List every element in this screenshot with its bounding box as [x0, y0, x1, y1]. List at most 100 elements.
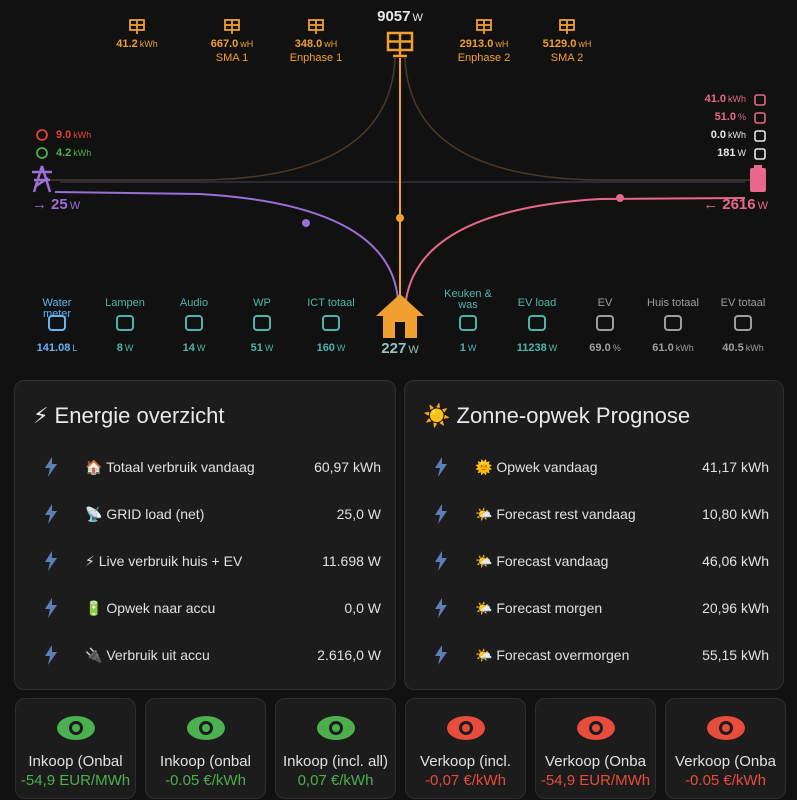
value: 69.0: [589, 342, 611, 354]
device-name: EV load: [517, 297, 557, 309]
action-button[interactable]: Verkoop (Onba -0.05 €/kWh: [665, 698, 786, 799]
row-label: 🔌 Verbruik uit accu: [85, 647, 210, 663]
value: 8: [116, 342, 123, 354]
device-name: Lampen: [105, 297, 145, 309]
value-group: 348.0 wH: [295, 38, 338, 50]
value-group: 181 W: [717, 147, 746, 159]
source-label: Enphase 2: [457, 52, 511, 64]
stat-icon: [754, 148, 766, 160]
row-value: 0,0 W: [344, 600, 381, 616]
source-icon: [559, 19, 575, 34]
device-icon: [734, 315, 752, 331]
unit: wH: [240, 39, 254, 49]
action-button[interactable]: Inkoop (incl. all) 0,07 €/kWh: [275, 698, 396, 799]
flow-dot: [396, 214, 404, 222]
icon-part: [45, 551, 57, 571]
device-name: Huis totaal: [647, 297, 699, 309]
value-group: 227 W: [381, 340, 418, 357]
row-label: 📡 GRID load (net): [85, 506, 205, 522]
source-label: Enphase 1: [289, 52, 343, 64]
source-label: SMA 2: [550, 52, 584, 64]
value: 40.5: [722, 342, 744, 354]
icon-part: [45, 645, 57, 665]
row-label: 🌤️ Forecast rest vandaag: [475, 506, 636, 522]
device-icon: [48, 315, 66, 331]
unit: W: [124, 343, 134, 353]
value-group: 51.0%: [715, 111, 746, 123]
icon-part: [72, 724, 80, 732]
device-name: EV totaal: [720, 297, 766, 309]
unit: kWh: [73, 148, 92, 158]
row-icon: [45, 457, 57, 477]
row-icon: [435, 645, 447, 665]
value: 9057: [377, 8, 411, 25]
value-group: 40.5 kWh: [722, 342, 763, 354]
card-title: ⚡ Energie overzicht: [33, 403, 225, 428]
unit: W: [737, 148, 747, 158]
row-value: 41,17 kWh: [702, 459, 769, 475]
flow-dot: [302, 219, 310, 227]
value-group: 5129.0 wH: [543, 38, 592, 50]
grid-home-line: [54, 191, 399, 301]
button-value: 0,07 €/kWh: [297, 772, 374, 789]
value-group: → 25 W: [32, 196, 80, 213]
button-name: Inkoop (onbal: [160, 753, 251, 770]
button-name: Verkoop (Onba: [545, 753, 646, 770]
row-value: 10,80 kWh: [702, 506, 769, 522]
value-group: 14 W: [183, 342, 206, 354]
value: 667.0: [210, 38, 239, 50]
row-icon: [435, 457, 447, 477]
value-group: 69.0%: [589, 342, 620, 354]
source-icon: [129, 19, 145, 34]
icon-part: [45, 598, 57, 618]
value: 0.0: [710, 129, 726, 141]
value: 9.0: [56, 129, 72, 141]
battery-home-line: [405, 197, 746, 301]
button-name: Verkoop (incl.: [420, 753, 511, 770]
device-name: EV: [597, 297, 613, 309]
action-button[interactable]: Verkoop (incl. -0,07 €/kWh: [405, 698, 526, 799]
home-icon: [376, 294, 424, 338]
returned-icon: [36, 147, 48, 159]
icon-part: [435, 504, 447, 524]
value: 160: [316, 342, 335, 354]
unit: %: [737, 112, 746, 122]
row-value: 55,15 kWh: [702, 647, 769, 663]
grid-icon: [32, 165, 52, 193]
unit: kWh: [745, 343, 764, 353]
unit: kWh: [139, 39, 158, 49]
value-group: ← 2616 W: [703, 196, 768, 213]
unit: %: [612, 343, 621, 353]
value: 141.08: [36, 342, 71, 354]
row-label: 🏠 Totaal verbruik vandaag: [85, 459, 255, 475]
unit: W: [336, 343, 346, 353]
value: 348.0: [294, 38, 323, 50]
button-value: -0.05 €/kWh: [685, 772, 766, 789]
device-name: WP: [253, 297, 271, 309]
device-name: ICT totaal: [307, 297, 355, 309]
card: ⚡ Energie overzicht 🏠 Totaal verbruik van…: [14, 380, 396, 690]
value: 41.0: [704, 93, 726, 105]
unit: W: [196, 343, 206, 353]
unit: W: [757, 200, 768, 212]
stat-icon: [754, 94, 766, 106]
action-button[interactable]: Verkoop (Onba -54,9 EUR/MWh: [535, 698, 656, 799]
device-icon: [528, 315, 546, 331]
button-value: -54,9 EUR/MWh: [20, 772, 131, 789]
value-group: 9.0 kWh: [56, 129, 91, 141]
value: 2913.0: [459, 38, 494, 50]
action-button[interactable]: Inkoop (onbal -0.05 €/kWh: [145, 698, 266, 799]
button-icon: [187, 716, 225, 740]
device-name: Audio: [179, 297, 209, 309]
unit: W: [548, 343, 558, 353]
action-button[interactable]: Inkoop (Onbal -54,9 EUR/MWh: [15, 698, 136, 799]
icon-part: [435, 645, 447, 665]
value-group: 51 W: [251, 342, 274, 354]
icon-part: [435, 598, 447, 618]
source-label: SMA 1: [215, 52, 249, 64]
row-icon: [45, 598, 57, 618]
row-label: 🔋 Opwek naar accu: [85, 600, 216, 616]
value: 11238: [516, 342, 547, 354]
